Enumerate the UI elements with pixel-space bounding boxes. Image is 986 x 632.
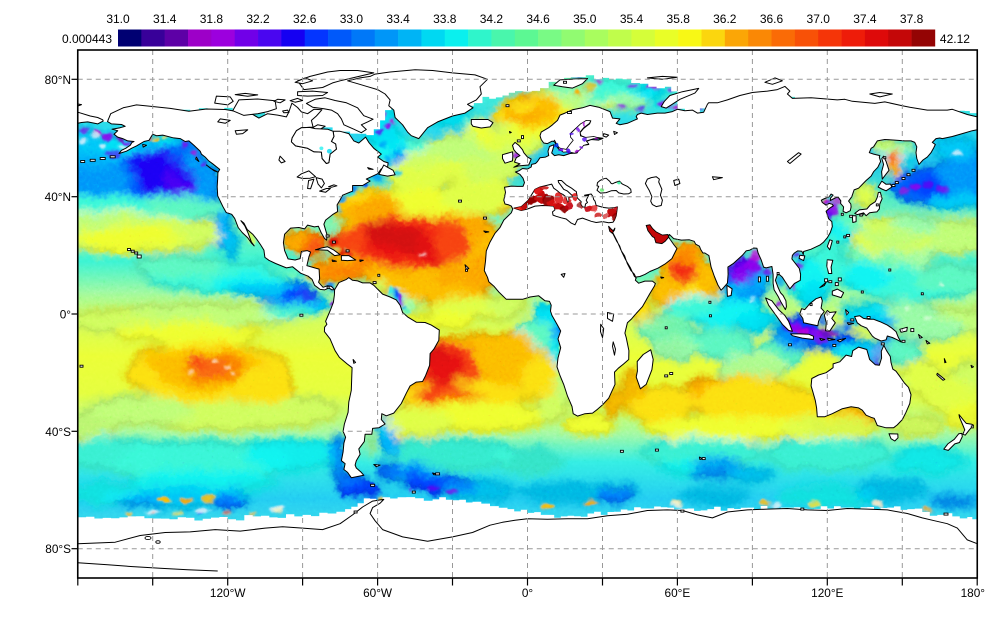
svg-text:120°W: 120°W (210, 586, 246, 600)
svg-text:80°S: 80°S (45, 542, 71, 556)
svg-text:80°N: 80°N (45, 73, 71, 87)
svg-text:34.2: 34.2 (480, 12, 504, 26)
svg-text:60°E: 60°E (665, 586, 691, 600)
svg-text:120°E: 120°E (811, 586, 843, 600)
svg-text:35.4: 35.4 (620, 12, 644, 26)
svg-text:34.6: 34.6 (526, 12, 550, 26)
svg-text:180°: 180° (961, 586, 986, 600)
svg-text:35.0: 35.0 (573, 12, 597, 26)
svg-text:33.0: 33.0 (340, 12, 364, 26)
svg-text:32.6: 32.6 (293, 12, 317, 26)
svg-text:31.8: 31.8 (200, 12, 224, 26)
svg-text:33.4: 33.4 (386, 12, 410, 26)
svg-text:33.8: 33.8 (433, 12, 457, 26)
svg-text:36.6: 36.6 (760, 12, 784, 26)
svg-text:36.2: 36.2 (713, 12, 737, 26)
svg-text:37.8: 37.8 (900, 12, 924, 26)
svg-text:32.2: 32.2 (246, 12, 270, 26)
svg-text:40°S: 40°S (45, 425, 71, 439)
svg-text:31.0: 31.0 (106, 12, 130, 26)
svg-text:37.0: 37.0 (807, 12, 831, 26)
svg-text:42.12: 42.12 (940, 32, 970, 46)
svg-text:0°: 0° (60, 308, 72, 322)
svg-text:37.4: 37.4 (853, 12, 877, 26)
svg-text:35.8: 35.8 (667, 12, 691, 26)
svg-text:0°: 0° (522, 586, 534, 600)
svg-text:60°W: 60°W (363, 586, 393, 600)
svg-text:31.4: 31.4 (153, 12, 177, 26)
svg-text:0.000443: 0.000443 (62, 32, 112, 46)
svg-text:40°N: 40°N (45, 190, 71, 204)
